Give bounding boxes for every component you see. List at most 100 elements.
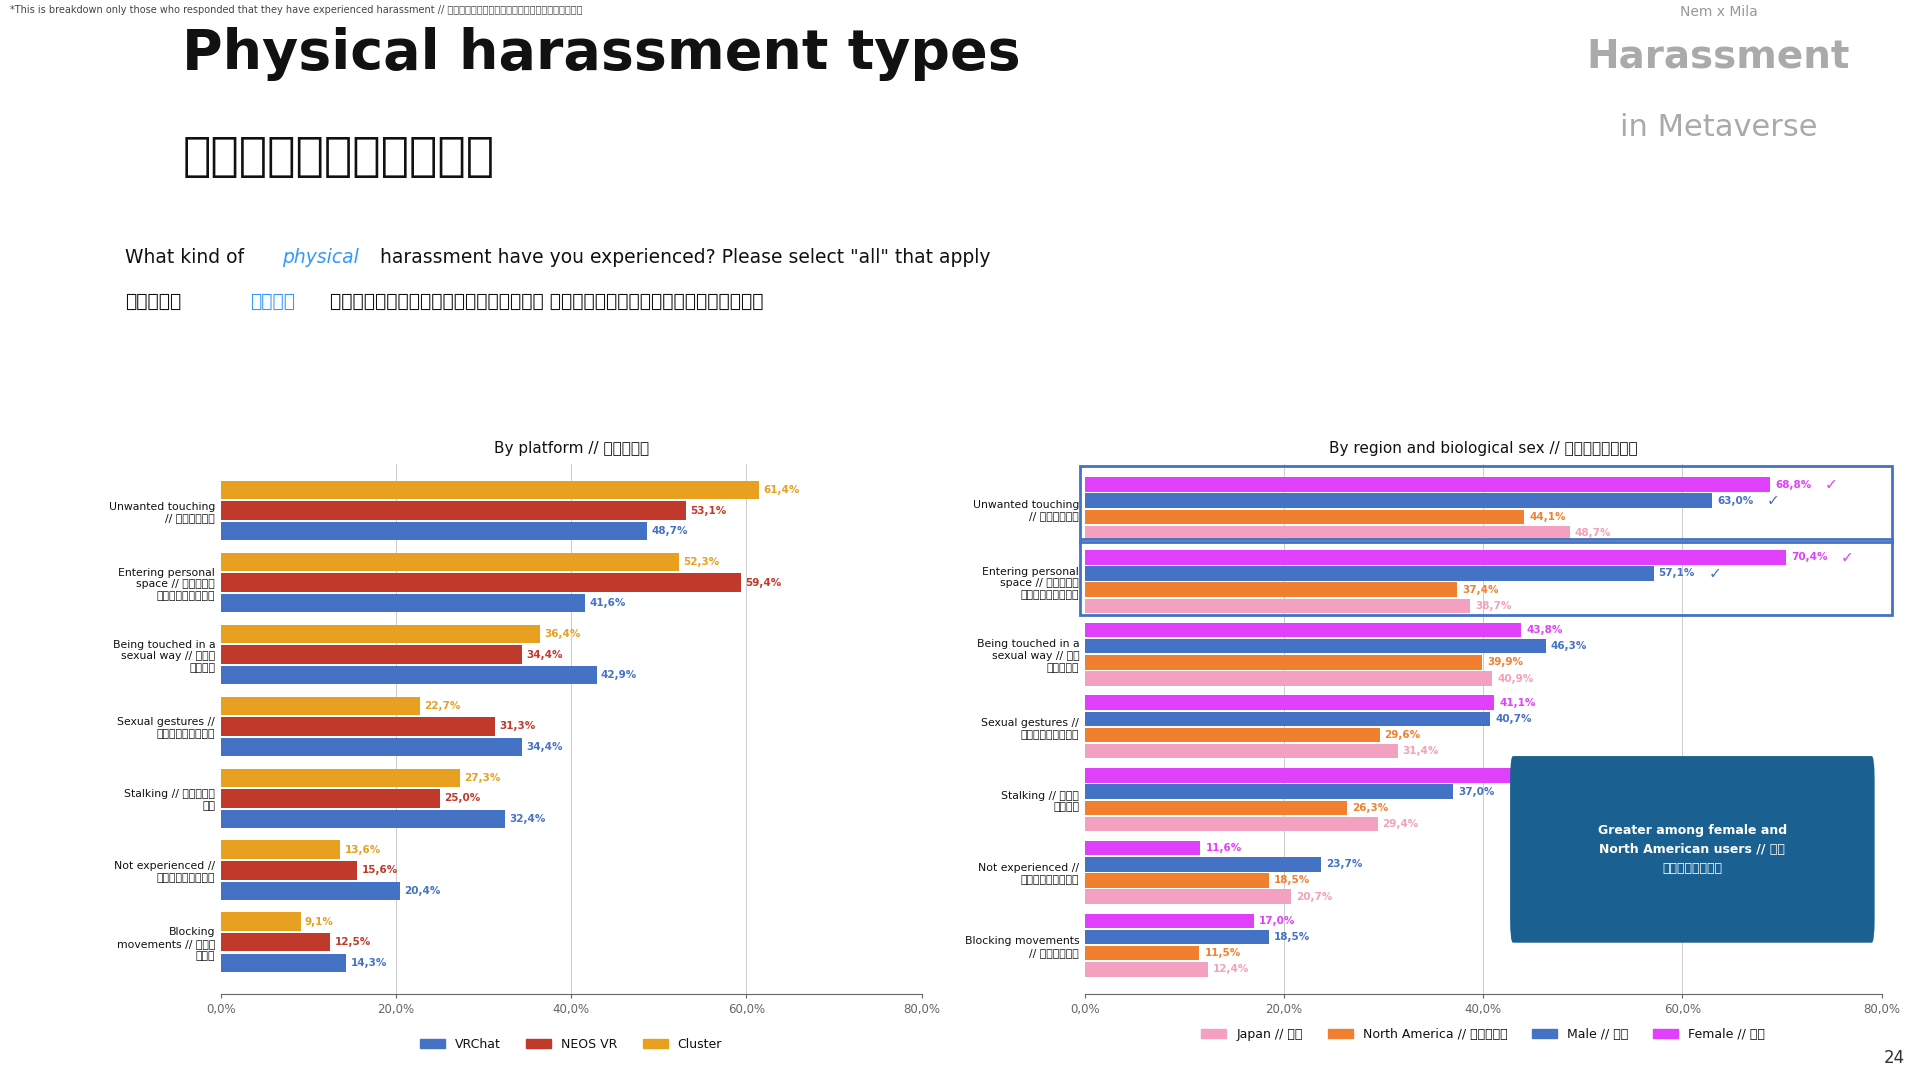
Text: 18,5%: 18,5% <box>1275 932 1309 942</box>
Bar <box>221 553 680 571</box>
Text: 41,6%: 41,6% <box>589 598 626 608</box>
Text: 48,7%: 48,7% <box>1574 528 1611 538</box>
Bar <box>1085 494 1713 508</box>
Bar <box>1085 696 1494 710</box>
Bar <box>1085 598 1471 613</box>
Text: 34,4%: 34,4% <box>526 742 563 752</box>
Bar <box>221 624 540 644</box>
Text: 26,3%: 26,3% <box>1352 802 1388 813</box>
Text: ✓: ✓ <box>1709 566 1720 581</box>
Text: 32,4%: 32,4% <box>509 814 545 824</box>
Bar <box>221 954 346 972</box>
Bar <box>1085 639 1546 653</box>
Bar <box>221 913 301 931</box>
Bar <box>221 665 597 685</box>
Text: ✓: ✓ <box>1766 494 1780 509</box>
Text: 物理的ハラスメント種別: 物理的ハラスメント種別 <box>182 135 495 180</box>
Bar <box>1085 914 1254 928</box>
Text: What kind of: What kind of <box>125 248 250 268</box>
Text: 41,1%: 41,1% <box>1500 698 1536 707</box>
Bar <box>1085 510 1524 524</box>
Bar <box>221 573 741 592</box>
Legend: VRChat, NEOS VR, Cluster: VRChat, NEOS VR, Cluster <box>415 1034 728 1056</box>
Title: By platform // サービス別: By platform // サービス別 <box>493 442 649 456</box>
Text: 31,4%: 31,4% <box>1402 746 1438 756</box>
Text: 42,9%: 42,9% <box>601 670 637 680</box>
Text: 52,3%: 52,3% <box>684 557 720 567</box>
Bar <box>1085 858 1321 872</box>
Text: 20,7%: 20,7% <box>1296 892 1332 902</box>
Bar <box>1085 582 1457 597</box>
Text: 46,3%: 46,3% <box>1551 642 1588 651</box>
Bar <box>1085 946 1200 960</box>
Text: in Metaverse: in Metaverse <box>1620 113 1816 143</box>
Bar <box>221 881 399 900</box>
FancyBboxPatch shape <box>1511 756 1874 943</box>
Text: 34,4%: 34,4% <box>526 649 563 660</box>
Bar <box>221 522 647 540</box>
Text: 29,4%: 29,4% <box>1382 819 1419 829</box>
Bar <box>1085 526 1571 540</box>
Text: Nem x Mila: Nem x Mila <box>1680 5 1757 19</box>
Bar <box>221 840 340 859</box>
Text: 9,1%: 9,1% <box>305 917 334 927</box>
Text: 44,1%: 44,1% <box>1528 512 1565 522</box>
Text: ハラスメントを受けたことがありますか？ 該当するものを「全て」選択してください: ハラスメントを受けたことがありますか？ 該当するものを「全て」選択してください <box>330 292 764 311</box>
Text: 15,6%: 15,6% <box>361 865 397 875</box>
Bar <box>1085 768 1513 783</box>
Text: 61,4%: 61,4% <box>762 485 799 495</box>
Bar <box>221 645 522 664</box>
Text: どのような: どのような <box>125 292 180 311</box>
Text: 31,3%: 31,3% <box>499 721 536 731</box>
Text: Physical harassment types: Physical harassment types <box>182 27 1021 81</box>
Text: physical: physical <box>282 248 359 268</box>
Text: 39,9%: 39,9% <box>1488 658 1523 667</box>
Bar <box>221 697 420 715</box>
Bar <box>1085 930 1269 944</box>
Bar <box>1085 841 1200 855</box>
Text: ✓: ✓ <box>1824 477 1837 492</box>
Bar <box>1085 816 1379 832</box>
Bar <box>221 861 357 879</box>
Text: 36,4%: 36,4% <box>543 629 580 639</box>
Bar <box>1085 712 1490 726</box>
Bar <box>1085 962 1208 976</box>
Text: 14,3%: 14,3% <box>351 958 386 968</box>
Text: 63,0%: 63,0% <box>1716 496 1753 505</box>
Bar <box>221 501 685 519</box>
Bar <box>221 933 330 951</box>
Text: 20,4%: 20,4% <box>403 886 440 895</box>
Bar <box>1085 728 1380 742</box>
Bar <box>1085 672 1492 686</box>
Text: 38,7%: 38,7% <box>1475 600 1511 611</box>
Text: 25,0%: 25,0% <box>444 794 480 804</box>
Bar <box>1085 744 1398 758</box>
Bar <box>221 810 505 828</box>
Text: 59,4%: 59,4% <box>745 578 781 588</box>
Text: 57,1%: 57,1% <box>1659 568 1695 579</box>
Text: 11,5%: 11,5% <box>1204 948 1240 958</box>
Bar <box>1085 566 1653 581</box>
Bar <box>1085 784 1453 799</box>
Text: 物理的な: 物理的な <box>250 292 294 311</box>
Bar <box>221 481 758 499</box>
Legend: Japan // 日本, North America // 北アメリカ, Male // 男性, Female // 女性: Japan // 日本, North America // 北アメリカ, Mal… <box>1196 1023 1770 1045</box>
Bar <box>221 594 586 612</box>
Text: 68,8%: 68,8% <box>1774 480 1811 489</box>
Text: 12,4%: 12,4% <box>1213 964 1250 974</box>
Bar <box>221 769 461 787</box>
Bar <box>1085 889 1290 904</box>
Text: 42,9%: 42,9% <box>1517 770 1553 781</box>
Bar <box>221 738 522 756</box>
Text: 37,4%: 37,4% <box>1463 584 1500 595</box>
Text: 27,3%: 27,3% <box>465 773 501 783</box>
Text: ✓: ✓ <box>1841 550 1853 565</box>
Text: 40,7%: 40,7% <box>1496 714 1532 724</box>
Text: 23,7%: 23,7% <box>1327 860 1361 869</box>
Bar <box>1085 623 1521 637</box>
Text: 29,6%: 29,6% <box>1384 730 1421 740</box>
Text: 40,9%: 40,9% <box>1498 674 1534 684</box>
Text: 70,4%: 70,4% <box>1791 552 1828 563</box>
Bar <box>1085 550 1786 565</box>
Text: 37,0%: 37,0% <box>1459 786 1494 797</box>
